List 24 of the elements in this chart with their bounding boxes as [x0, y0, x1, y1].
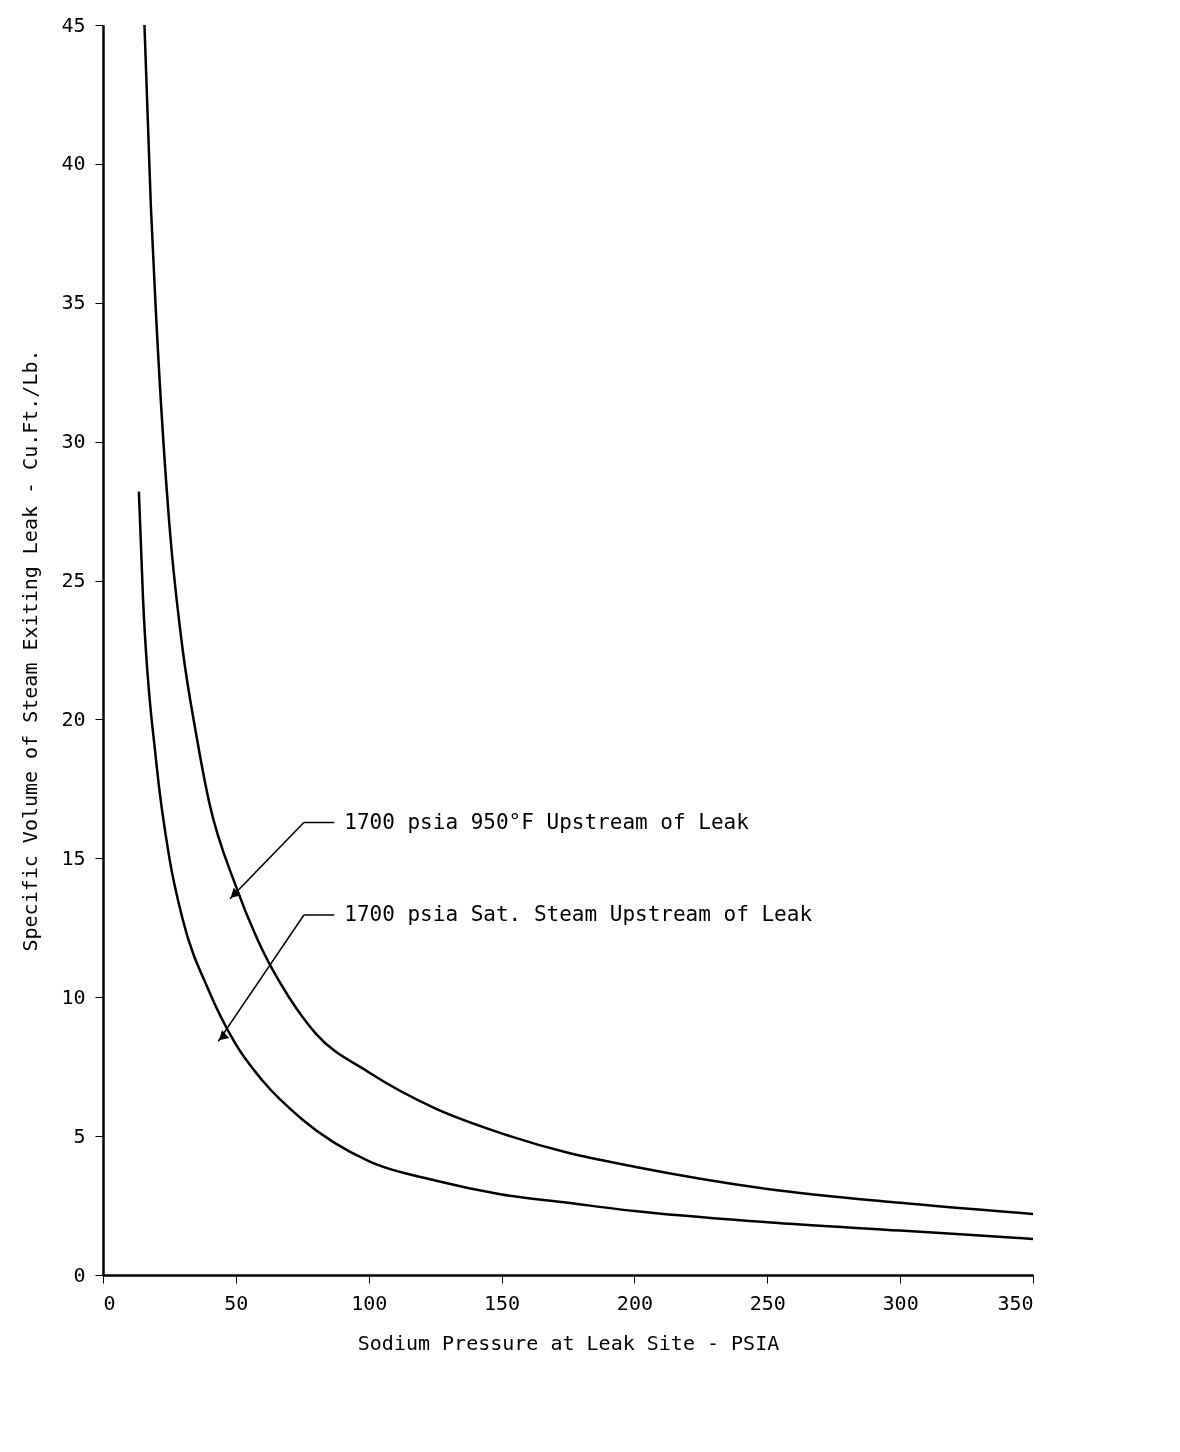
y-tick-label: 10 [61, 984, 86, 1009]
y-axis-title: Specific Volume of Steam Exiting Leak - Cu.Ft./Lb. [18, 349, 43, 952]
x-tick-label: 0 [103, 1290, 116, 1315]
x-tick-label: 200 [616, 1290, 653, 1315]
y-tick-label: 20 [61, 706, 86, 731]
line-series [137, 490, 1035, 1241]
x-tick-label: 350 [997, 1290, 1034, 1315]
y-tick-label: 45 [61, 12, 86, 37]
x-tick-label: 150 [484, 1290, 521, 1315]
y-tick-label: 30 [61, 429, 86, 454]
y-tick-label: 40 [61, 151, 86, 176]
x-tick-label: 50 [224, 1290, 249, 1315]
x-tick-label: 250 [749, 1290, 786, 1315]
x-tick-label: 100 [351, 1290, 388, 1315]
y-tick-label: 5 [73, 1123, 86, 1148]
line-series [143, 23, 1035, 1216]
y-tick-label: 15 [61, 845, 86, 870]
annotation: 1700 psia Sat. Steam Upstream of Leak [344, 902, 813, 926]
x-axis-title: Sodium Pressure at Leak Site - PSIA [357, 1330, 780, 1355]
annotation: 1700 psia 950°F Upstream of Leak [344, 809, 750, 834]
x-tick-label: 300 [882, 1290, 919, 1315]
y-tick-label: 25 [61, 568, 86, 593]
y-tick-label: 35 [61, 290, 86, 315]
y-tick-label: 0 [73, 1262, 86, 1287]
